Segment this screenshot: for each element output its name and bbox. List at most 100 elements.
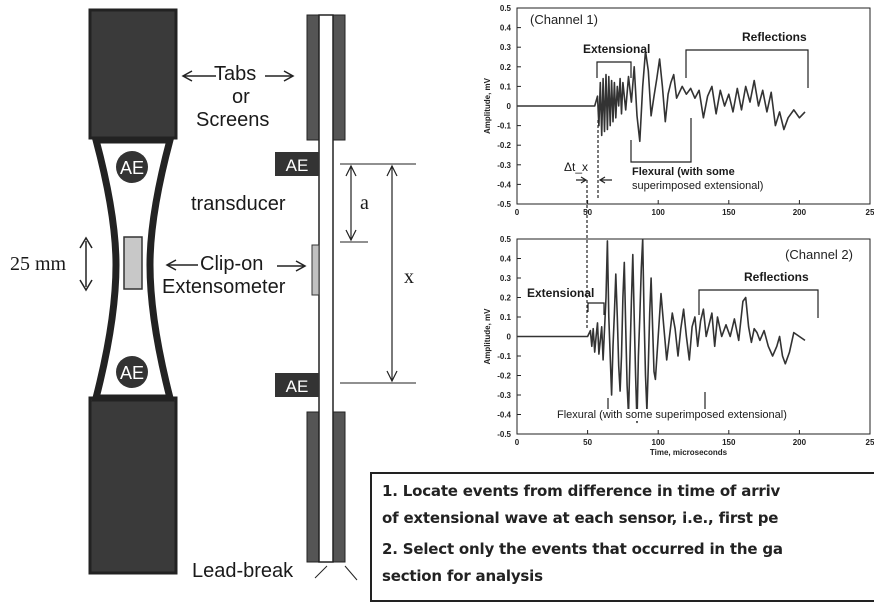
flexural-bracket-1 xyxy=(630,118,692,163)
note-1-line-1: 1. Locate events from difference in time… xyxy=(382,482,781,500)
x-tick-label: 25 xyxy=(866,208,874,217)
reflections-bracket-2 xyxy=(698,289,819,318)
y-tick-label: -0.4 xyxy=(497,180,511,189)
y-tick-label: -0.3 xyxy=(497,391,511,400)
ae-sensor-top-label: AE xyxy=(120,158,144,178)
dim-x-arrows-icon xyxy=(386,164,398,383)
channel-title: (Channel 1) xyxy=(530,12,598,27)
flexural-annotation-2: Flexural (with some superimposed extensi… xyxy=(557,409,787,421)
y-tick-label: -0.2 xyxy=(497,141,511,150)
flexural-annotation-1b: superimposed extensional) xyxy=(632,180,764,192)
dim-a-arrows-icon xyxy=(345,164,357,242)
side-tab-top-right xyxy=(332,14,346,141)
ae-transducer-top xyxy=(275,152,319,176)
note-2-line-1: 2. Select only the events that occurred … xyxy=(382,540,783,558)
side-tab-bottom-left xyxy=(306,411,320,563)
lead-break-pointer-left xyxy=(314,565,328,579)
ae-transducer-top-label: AE xyxy=(286,156,309,175)
note-2-line-2: section for analysis xyxy=(382,567,543,585)
y-tick-label: 0.1 xyxy=(500,313,512,322)
y-tick-label: 0.2 xyxy=(500,294,512,303)
distance-a-label: a xyxy=(360,192,369,214)
specimen-side-view: AE AE xyxy=(275,14,416,581)
x-tick-label: 200 xyxy=(793,208,807,217)
extensometer-side xyxy=(311,244,320,296)
width-label: 25 mm xyxy=(10,253,67,275)
signal-waveform xyxy=(517,239,806,424)
x-tick-label: 0 xyxy=(515,208,520,217)
x-tick-label: 0 xyxy=(515,438,520,447)
channel-1-brackets xyxy=(576,49,809,330)
top-tab xyxy=(88,8,178,140)
lead-break-pointer-right xyxy=(344,565,358,581)
y-tick-label: 0.2 xyxy=(500,63,512,72)
y-tick-label: 0.1 xyxy=(500,82,512,91)
y-tick-label: -0.1 xyxy=(497,352,511,361)
arrow-up-icon xyxy=(79,236,93,249)
y-tick-label: 0.4 xyxy=(500,255,512,264)
screens-label: Screens xyxy=(196,109,270,131)
extensional-annotation-1: Extensional xyxy=(583,42,651,56)
x-tick-label: 150 xyxy=(722,208,736,217)
x-tick-label: 100 xyxy=(652,438,666,447)
y-tick-label: -0.2 xyxy=(497,372,511,381)
distance-x-label: x xyxy=(404,266,414,288)
x-tick-label: 25 xyxy=(866,438,874,447)
y-tick-label: -0.5 xyxy=(497,430,511,439)
delta-t-annotation: Δt_x xyxy=(564,160,589,174)
lead-break-label: Lead-break xyxy=(192,560,294,582)
reflections-annotation-1: Reflections xyxy=(742,30,807,44)
signal-waveform xyxy=(517,50,806,143)
arrow-left-icon xyxy=(181,70,193,82)
ae-transducer-bottom xyxy=(275,373,319,397)
arrow-left-icon-2 xyxy=(165,259,177,271)
reflections-annotation-2: Reflections xyxy=(744,270,809,284)
channel-title: (Channel 2) xyxy=(785,247,853,262)
transducer-label: transducer xyxy=(191,193,286,215)
bottom-tab xyxy=(88,396,178,575)
arrow-right-icon-2 xyxy=(295,260,307,272)
x-tick-label: 50 xyxy=(583,438,592,447)
y-axis-label: Amplitude, mV xyxy=(483,308,492,365)
x-axis-label: Time, microseconds xyxy=(650,448,728,457)
x-tick-label: 150 xyxy=(722,438,736,447)
channel-1-chart: 0.5 0.4 0.3 0.2 0.1 0 -0.1 -0.2 -0.3 -0.4 -0.5 0 50 1… xyxy=(483,4,874,217)
side-tab-top-left xyxy=(306,14,320,141)
y-tick-label: -0.3 xyxy=(497,161,511,170)
x-tick-label: 50 xyxy=(583,208,592,217)
y-tick-label: 0.3 xyxy=(500,43,512,52)
y-tick-label: -0.4 xyxy=(497,411,511,420)
dt-arrow-right-icon xyxy=(598,176,612,184)
ae-sensor-top xyxy=(116,151,148,183)
clip-on-label: Clip-on xyxy=(200,253,264,275)
dogbone-specimen: AE AE xyxy=(79,8,178,575)
y-tick-label: 0.4 xyxy=(500,24,512,33)
reflections-bracket-1 xyxy=(685,49,809,88)
channel-2-chart: 0.5 0.4 0.3 0.2 0.1 0 -0.1 -0.2 -0.3 -0.4 -0.5 0 50 1… xyxy=(483,235,874,457)
extensional-bracket-2 xyxy=(587,302,605,315)
y-tick-label: -0.1 xyxy=(497,122,511,131)
label-arrows xyxy=(165,70,307,272)
arrow-down-icon xyxy=(79,279,93,292)
side-tab-bottom-right xyxy=(332,411,346,563)
x-tick-label: 200 xyxy=(793,438,807,447)
y-tick-label: 0.3 xyxy=(500,274,512,283)
dt-arrow-left-icon xyxy=(576,176,588,184)
figure-canvas: AE AE AE AE xyxy=(79,4,874,581)
extensometer-label: Extensometer xyxy=(162,276,286,298)
note-1-line-2: of extensional wave at each sensor, i.e.… xyxy=(382,509,779,527)
y-tick-label: 0 xyxy=(507,102,512,111)
extensional-annotation-2: Extensional xyxy=(527,286,595,300)
y-tick-label: -0.5 xyxy=(497,200,511,209)
tabs-or-label: or xyxy=(232,86,250,108)
y-tick-label: 0.5 xyxy=(500,235,512,244)
ae-transducer-bottom-label: AE xyxy=(286,377,309,396)
tabs-label: Tabs xyxy=(214,63,257,85)
arrow-right-icon xyxy=(283,70,295,82)
ae-sensor-bottom xyxy=(116,356,148,388)
x-tick-label: 100 xyxy=(652,208,666,217)
y-tick-label: 0.5 xyxy=(500,4,512,13)
side-specimen xyxy=(318,14,334,563)
extensional-bracket-1 xyxy=(596,61,632,78)
ae-sensor-bottom-label: AE xyxy=(120,363,144,383)
